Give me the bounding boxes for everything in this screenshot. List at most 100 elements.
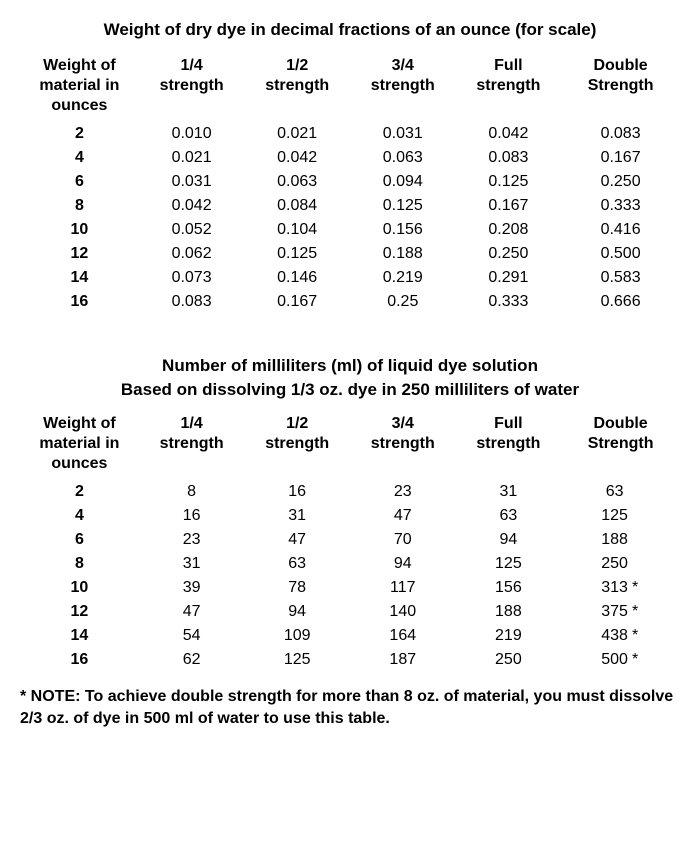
data-cell: 0.291 — [456, 266, 562, 290]
data-cell: 23 — [350, 480, 456, 504]
data-cell: 187 — [350, 648, 456, 672]
table1-title: Weight of dry dye in decimal fractions o… — [20, 20, 680, 40]
data-cell: 0.042 — [139, 194, 245, 218]
asterisk-marker: * — [632, 603, 640, 621]
data-cell: 188 — [561, 528, 680, 552]
data-cell: 78 — [244, 576, 350, 600]
table2-col0-header: Weight of material in ounces — [20, 414, 139, 480]
data-cell: 16 — [139, 504, 245, 528]
data-cell: 0.063 — [244, 170, 350, 194]
row-header-cell: 4 — [20, 504, 139, 528]
table-row: 124794140188375* — [20, 600, 680, 624]
data-cell: 0.416 — [561, 218, 680, 242]
data-cell: 0.031 — [350, 122, 456, 146]
data-cell: 0.021 — [244, 122, 350, 146]
asterisk-marker: * — [632, 579, 640, 597]
data-cell: 0.333 — [456, 290, 562, 314]
data-cell: 500* — [561, 648, 680, 672]
table-row: 40.0210.0420.0630.0830.167 — [20, 146, 680, 170]
table1-col5-header: Double Strength — [561, 56, 680, 122]
row-header-cell: 8 — [20, 552, 139, 576]
table2-col4-header: Full strength — [456, 414, 562, 480]
row-header-cell: 12 — [20, 600, 139, 624]
data-cell: 54 — [139, 624, 245, 648]
data-cell: 109 — [244, 624, 350, 648]
table-row: 416314763125 — [20, 504, 680, 528]
table2-subtitle: Based on dissolving 1/3 oz. dye in 250 m… — [20, 380, 680, 400]
data-cell: 125 — [456, 552, 562, 576]
data-cell: 0.042 — [244, 146, 350, 170]
asterisk-marker: * — [632, 627, 640, 645]
data-cell: 250 — [456, 648, 562, 672]
data-cell: 0.167 — [244, 290, 350, 314]
table1-col2-header: 1/2 strength — [244, 56, 350, 122]
data-cell: 117 — [350, 576, 456, 600]
data-cell: 0.063 — [350, 146, 456, 170]
data-cell: 250 — [561, 552, 680, 576]
table1-col3-header: 3/4 strength — [350, 56, 456, 122]
row-header-cell: 14 — [20, 624, 139, 648]
table2-title: Number of milliliters (ml) of liquid dye… — [20, 356, 680, 376]
table-row: 140.0730.1460.2190.2910.583 — [20, 266, 680, 290]
table1-col0-header: Weight of material in ounces — [20, 56, 139, 122]
data-cell: 0.083 — [139, 290, 245, 314]
data-cell: 0.125 — [456, 170, 562, 194]
data-cell: 0.666 — [561, 290, 680, 314]
footnote: * NOTE: To achieve double strength for m… — [20, 686, 680, 729]
data-cell: 39 — [139, 576, 245, 600]
data-cell: 125 — [244, 648, 350, 672]
table-row: 1454109164219438* — [20, 624, 680, 648]
table2-col1-header: 1/4 strength — [139, 414, 245, 480]
data-cell: 47 — [244, 528, 350, 552]
table2-header-row: Weight of material in ounces 1/4 strengt… — [20, 414, 680, 480]
table2-col2-header: 1/2 strength — [244, 414, 350, 480]
data-cell: 313* — [561, 576, 680, 600]
data-cell: 63 — [456, 504, 562, 528]
data-cell: 0.073 — [139, 266, 245, 290]
data-cell: 0.333 — [561, 194, 680, 218]
data-cell: 156 — [456, 576, 562, 600]
data-cell: 0.500 — [561, 242, 680, 266]
row-header-cell: 14 — [20, 266, 139, 290]
table-row: 60.0310.0630.0940.1250.250 — [20, 170, 680, 194]
table-row: 8316394125250 — [20, 552, 680, 576]
data-cell: 94 — [350, 552, 456, 576]
data-cell: 0.125 — [244, 242, 350, 266]
data-cell: 16 — [244, 480, 350, 504]
data-cell: 0.167 — [456, 194, 562, 218]
table1-body: 20.0100.0210.0310.0420.08340.0210.0420.0… — [20, 122, 680, 314]
data-cell: 31 — [139, 552, 245, 576]
table2: Weight of material in ounces 1/4 strengt… — [20, 414, 680, 672]
data-cell: 8 — [139, 480, 245, 504]
row-header-cell: 8 — [20, 194, 139, 218]
data-cell: 0.250 — [561, 170, 680, 194]
data-cell: 0.25 — [350, 290, 456, 314]
table1-header-row: Weight of material in ounces 1/4 strengt… — [20, 56, 680, 122]
data-cell: 0.146 — [244, 266, 350, 290]
data-cell: 63 — [244, 552, 350, 576]
row-header-cell: 2 — [20, 480, 139, 504]
row-header-cell: 4 — [20, 146, 139, 170]
data-cell: 0.188 — [350, 242, 456, 266]
data-cell: 0.208 — [456, 218, 562, 242]
data-cell: 94 — [456, 528, 562, 552]
data-cell: 0.083 — [456, 146, 562, 170]
data-cell: 164 — [350, 624, 456, 648]
table-row: 120.0620.1250.1880.2500.500 — [20, 242, 680, 266]
row-header-cell: 12 — [20, 242, 139, 266]
data-cell: 140 — [350, 600, 456, 624]
row-header-cell: 10 — [20, 218, 139, 242]
data-cell: 0.104 — [244, 218, 350, 242]
data-cell: 188 — [456, 600, 562, 624]
table2-col5-header: Double Strength — [561, 414, 680, 480]
data-cell: 0.052 — [139, 218, 245, 242]
data-cell: 0.094 — [350, 170, 456, 194]
row-header-cell: 6 — [20, 170, 139, 194]
data-cell: 0.083 — [561, 122, 680, 146]
data-cell: 0.156 — [350, 218, 456, 242]
data-cell: 0.084 — [244, 194, 350, 218]
data-cell: 23 — [139, 528, 245, 552]
data-cell: 47 — [139, 600, 245, 624]
table-row: 103978117156313* — [20, 576, 680, 600]
data-cell: 0.125 — [350, 194, 456, 218]
